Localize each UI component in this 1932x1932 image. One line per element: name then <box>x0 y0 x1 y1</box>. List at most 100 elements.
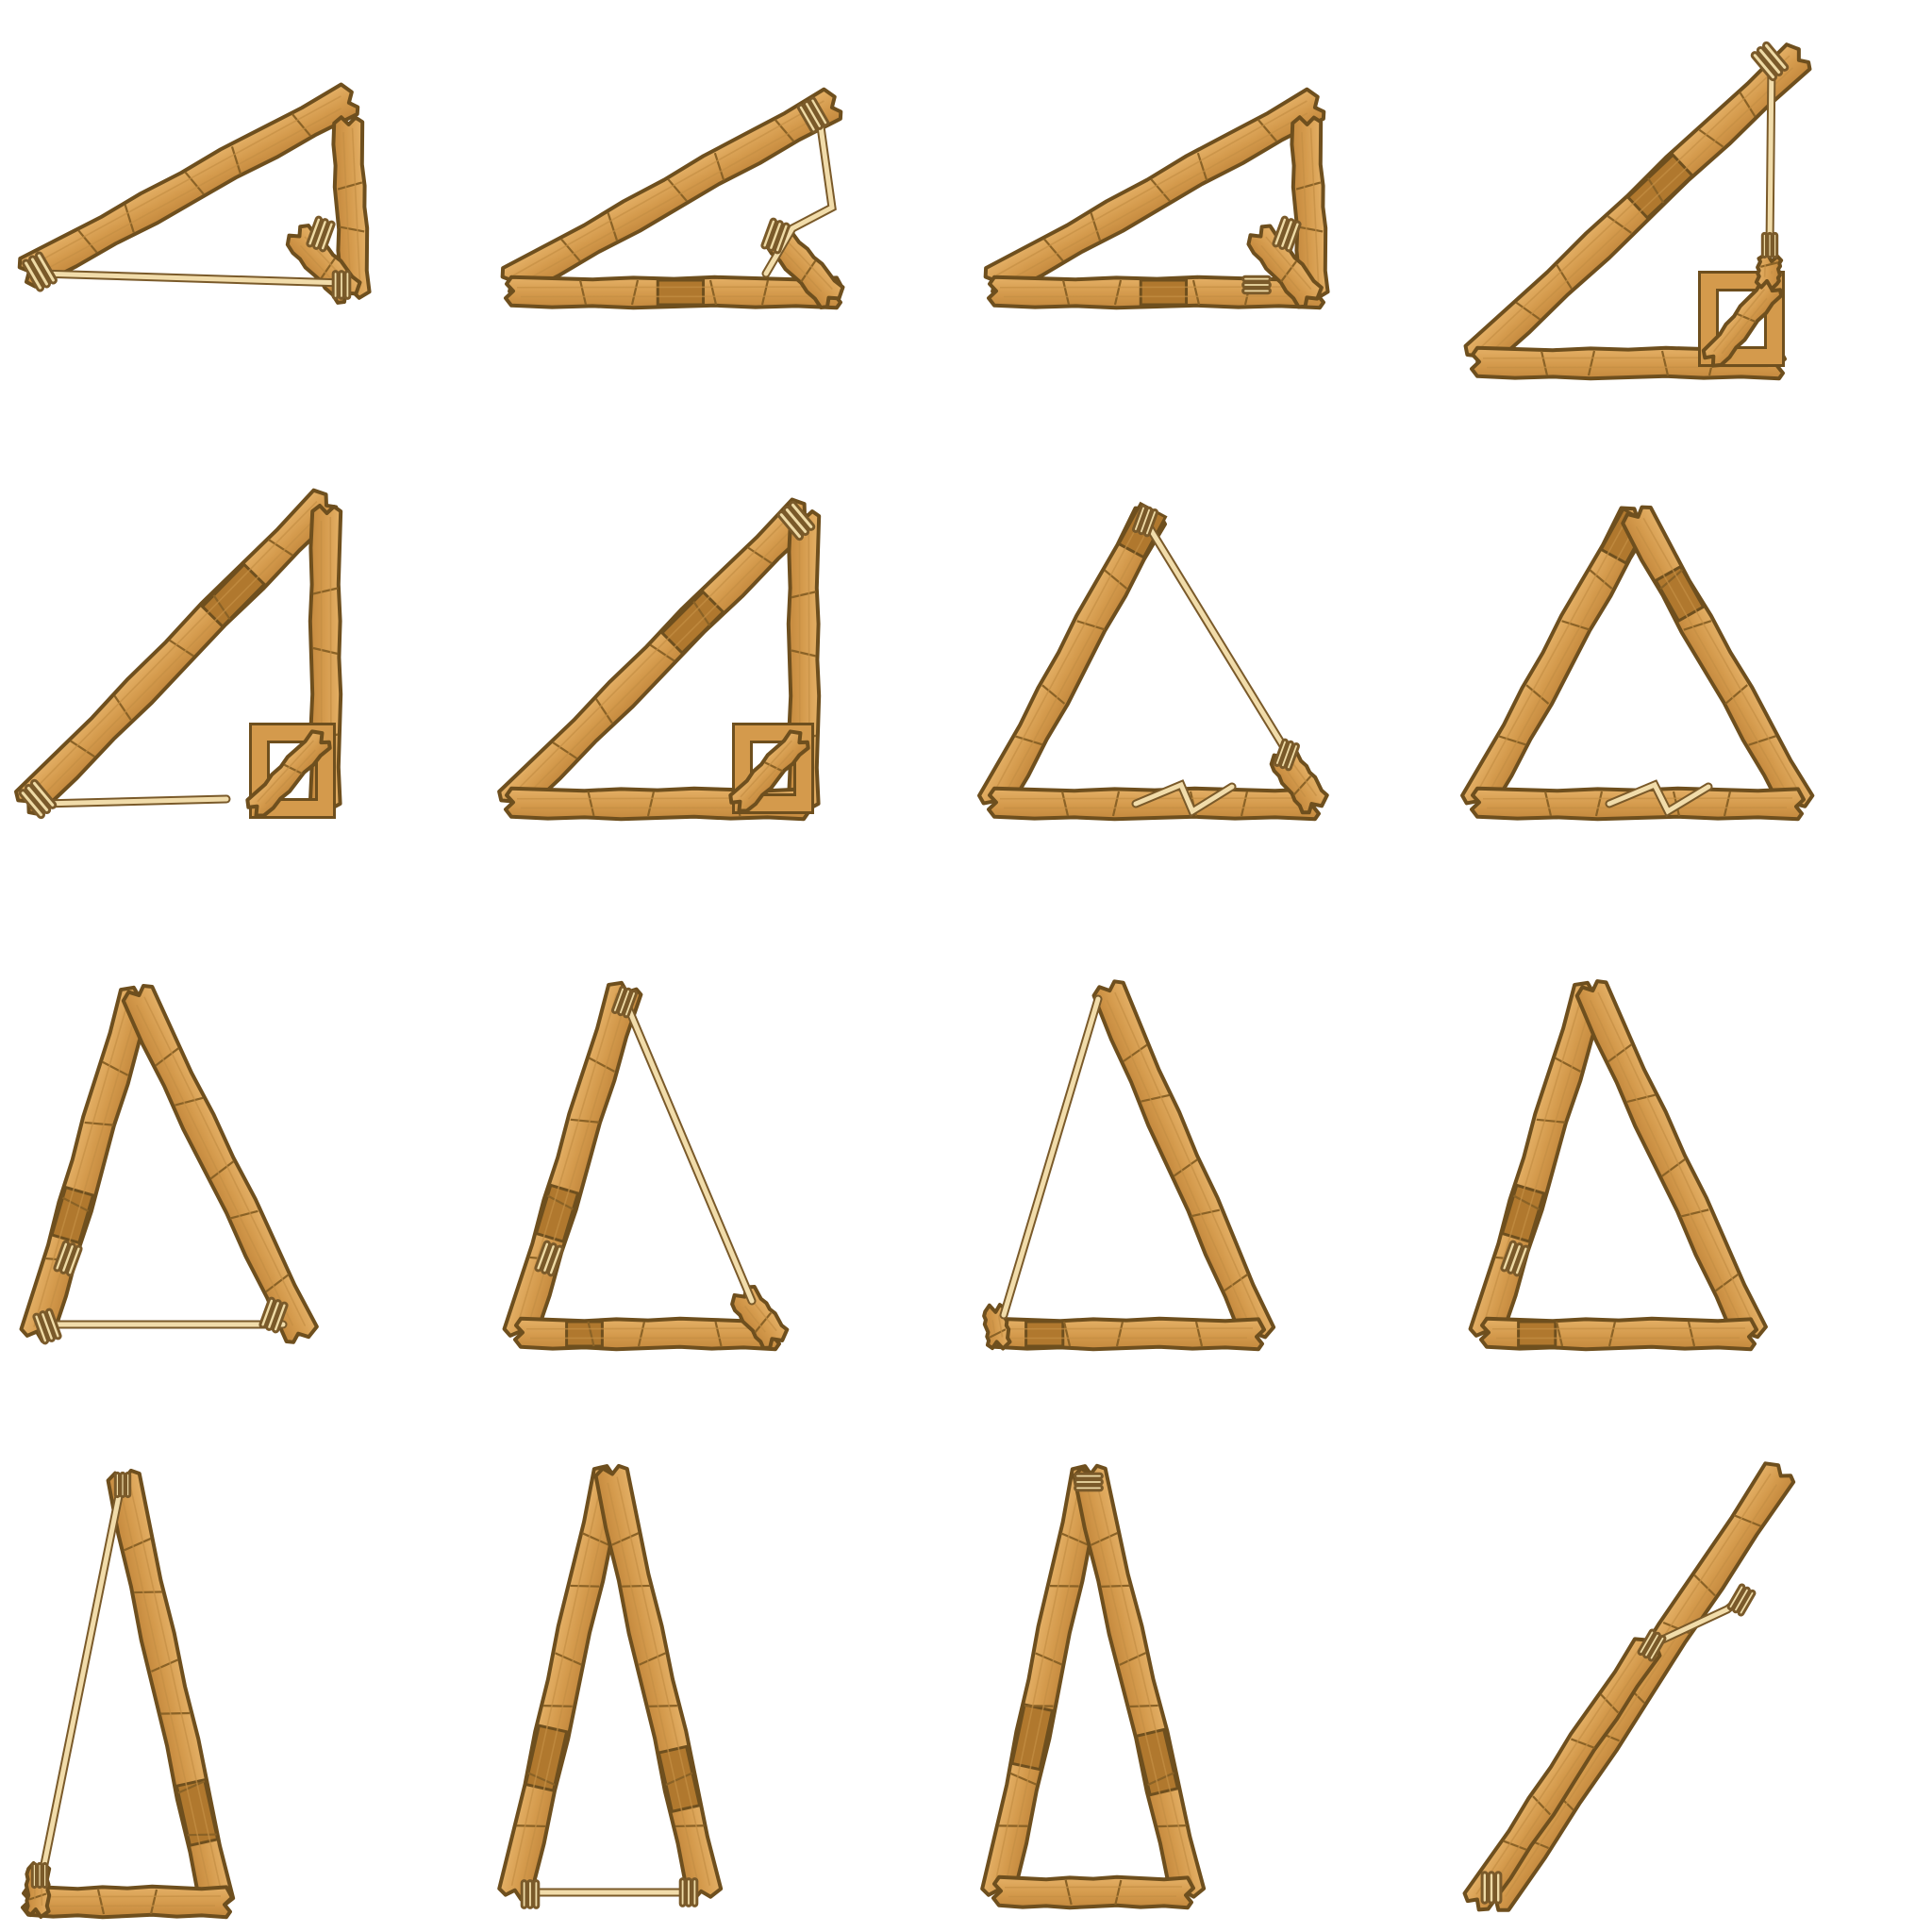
stick-seam <box>1111 791 1121 817</box>
stick-seam <box>175 1096 204 1107</box>
stick-seam <box>61 1196 90 1212</box>
stick-seam <box>714 1321 723 1347</box>
lashing-band <box>1137 506 1154 536</box>
stick-seam <box>1556 263 1574 290</box>
stick-grain <box>510 1476 604 1887</box>
stick-seam <box>1733 1514 1761 1527</box>
lashing-band <box>623 990 639 1019</box>
sprite-frame-10 <box>502 980 790 1352</box>
stick-grain <box>743 1306 766 1333</box>
lashing-band <box>773 222 791 255</box>
stick-seam <box>774 118 795 142</box>
stick-dark-patch <box>1625 153 1695 221</box>
stick-grain <box>1004 112 1308 284</box>
stick-body <box>513 1316 783 1352</box>
stick-seam <box>581 1532 609 1546</box>
lashing-band <box>1512 1244 1530 1277</box>
lashing-band <box>1285 742 1301 772</box>
stick-grain <box>351 127 361 287</box>
stick-seam <box>265 1274 290 1293</box>
stick-seam <box>754 1311 773 1334</box>
stick-seam <box>1536 1118 1566 1124</box>
stick-seam <box>1280 260 1297 283</box>
lashing-band <box>44 1307 62 1341</box>
rope-lashing <box>678 1877 699 1907</box>
stick-seam <box>1114 1879 1123 1906</box>
stick-seam <box>149 1889 158 1915</box>
stick-seam <box>1540 350 1549 376</box>
rope-lashing <box>1500 1240 1530 1277</box>
stick-seam <box>989 1328 1007 1339</box>
wood-stick <box>987 275 1327 310</box>
wood-stick <box>245 729 332 818</box>
stick-seam <box>1009 1772 1038 1786</box>
stick-grain <box>616 1476 711 1886</box>
lashing-band <box>119 1471 126 1499</box>
wood-stick <box>1621 505 1815 815</box>
lashing-band <box>1278 740 1295 770</box>
stick-seam <box>291 113 312 137</box>
lashing-band <box>782 506 810 536</box>
lashing-band <box>1756 46 1784 76</box>
rope-lashing <box>534 1240 564 1277</box>
stick-seam <box>1571 1738 1595 1749</box>
stick-seam <box>1076 620 1106 631</box>
stick-seam <box>1257 118 1278 142</box>
stick-grain <box>119 1487 211 1892</box>
stick-seam <box>160 1711 190 1715</box>
sprite-frame-13 <box>21 1468 236 1920</box>
lashing-band <box>1637 1628 1657 1657</box>
rope-lashing <box>113 1471 132 1499</box>
lashing-band <box>796 103 818 134</box>
rope <box>622 996 755 1304</box>
stick-body <box>21 1884 234 1920</box>
rope-lashing <box>30 1861 49 1890</box>
lashing-band <box>42 1861 49 1890</box>
wood-stick <box>331 115 372 300</box>
stick-seam <box>546 1194 574 1210</box>
stick-seam <box>187 1833 217 1837</box>
sprite-frame-16 <box>1462 1461 1796 1912</box>
stick-seam <box>1297 225 1324 233</box>
stick-seam <box>648 1704 677 1707</box>
stick-seam <box>169 639 194 658</box>
lashing-band <box>65 1244 83 1277</box>
wood-stick <box>121 984 319 1344</box>
stick-seam <box>124 1537 152 1552</box>
stick-seam <box>339 225 365 233</box>
stick-body <box>1246 224 1324 309</box>
stick-seam <box>1141 1093 1170 1103</box>
stick-seam <box>588 1057 615 1073</box>
stick-seam <box>319 258 336 280</box>
stick-grain <box>1106 999 1251 1326</box>
stick-seam <box>1295 181 1322 191</box>
stick-grain <box>1476 55 1790 352</box>
stick-grain <box>1005 1484 1091 1885</box>
stick-body <box>730 1285 790 1350</box>
stick-seam <box>791 591 817 599</box>
stick-seam <box>28 1892 47 1901</box>
stick-seam <box>1196 152 1208 181</box>
stick-grain <box>995 100 1307 276</box>
stick-seam <box>713 152 725 181</box>
stick-grain <box>33 997 130 1327</box>
sprite-frame-09 <box>19 984 319 1345</box>
stick-seam <box>527 1772 556 1786</box>
stick-seam <box>1503 1840 1527 1851</box>
stick-seam <box>1119 1652 1146 1666</box>
stick-seam <box>1525 684 1550 705</box>
stick-seam <box>209 1160 235 1180</box>
stick-seam <box>1035 1652 1063 1666</box>
stick-seam <box>1659 569 1684 590</box>
lashing-band <box>59 1242 76 1274</box>
stick-seam <box>1607 215 1632 234</box>
stick-grain <box>997 1315 1004 1338</box>
stick-seam <box>1739 91 1757 118</box>
stick-seam <box>77 229 98 254</box>
rope-lashing <box>1750 41 1790 82</box>
sprite-frame-08 <box>1460 505 1815 822</box>
stick-dark-patch <box>1654 564 1706 624</box>
lashing-band <box>1750 51 1778 82</box>
lashing-band <box>678 1877 687 1907</box>
rope-lashing <box>331 270 352 300</box>
